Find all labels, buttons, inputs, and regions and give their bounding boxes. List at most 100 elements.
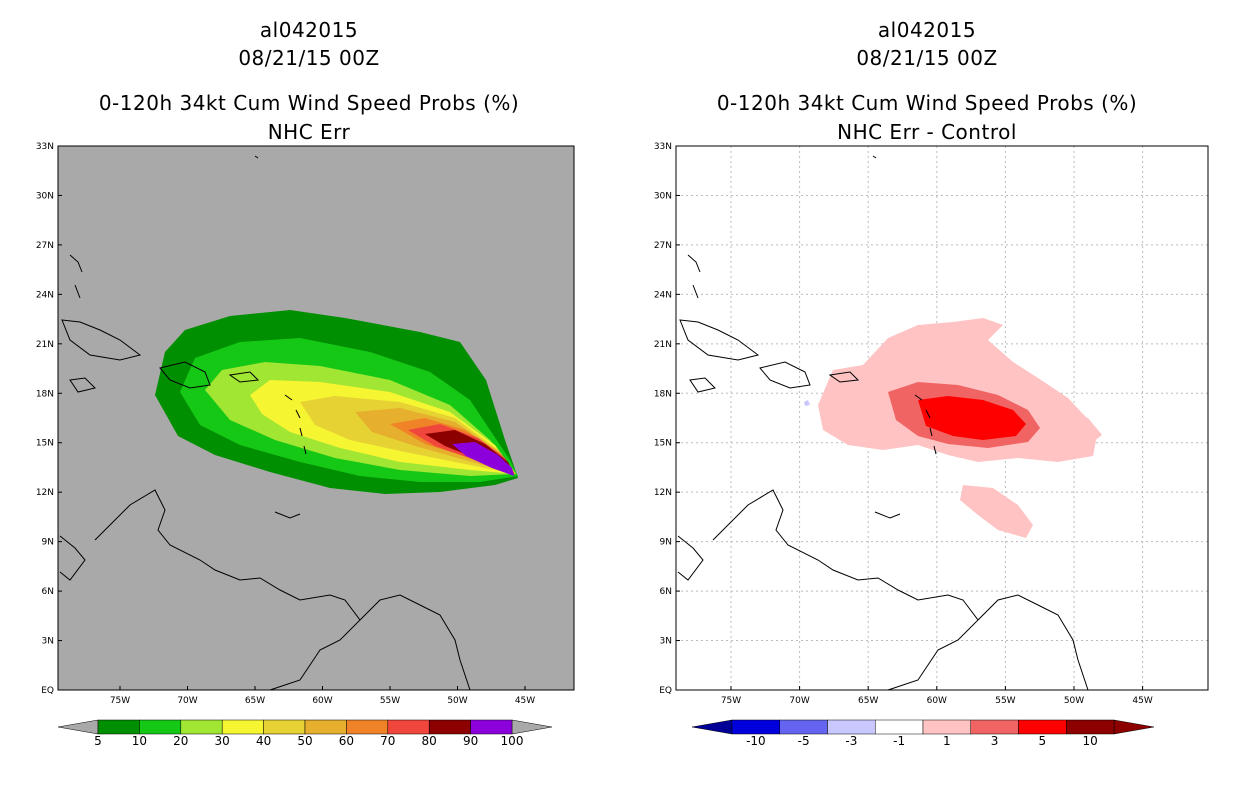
lat-label: 3N <box>42 637 54 647</box>
lat-label: 15N <box>36 439 54 449</box>
colorbar-swatch <box>263 719 306 735</box>
right-map-frame <box>675 145 1209 691</box>
right-title-storm: al042015 <box>877 18 977 42</box>
lon-label: 50W <box>447 696 467 706</box>
lat-label: 30N <box>654 191 672 201</box>
colorbar-left-arrow <box>57 719 99 735</box>
lon-label: 50W <box>1064 696 1084 706</box>
lon-label: 55W <box>380 696 400 706</box>
right-coastlines <box>677 155 1089 691</box>
colorbar-right-arrow <box>511 719 553 735</box>
diff-neg-spot <box>804 400 810 406</box>
lon-label: 60W <box>927 696 947 706</box>
diff-5-area <box>918 396 1026 440</box>
colorbar-label: 3 <box>991 734 999 748</box>
left-lon-labels: 75W 70W 65W 60W 55W 50W 45W <box>110 686 535 706</box>
left-map-frame <box>57 145 575 691</box>
colorbar-label: 1 <box>943 734 951 748</box>
lat-label: 3N <box>660 637 672 647</box>
colorbar-swatch <box>387 719 430 735</box>
lat-label: 6N <box>660 587 672 597</box>
lon-label: 75W <box>110 696 130 706</box>
lat-label: 15N <box>654 439 672 449</box>
lat-label: 27N <box>654 241 672 251</box>
colorbar-label: 20 <box>173 734 188 748</box>
colorbar-label: 10 <box>132 734 147 748</box>
colorbar-label: 70 <box>380 734 395 748</box>
colorbar-label: 5 <box>1039 734 1047 748</box>
lon-label: 45W <box>1132 696 1152 706</box>
lat-label: 27N <box>36 241 54 251</box>
diff-1-area-east <box>1058 412 1102 446</box>
lat-label: 24N <box>36 290 54 300</box>
lon-label: 65W <box>245 696 265 706</box>
lon-label: 60W <box>312 696 332 706</box>
lat-label: 30N <box>36 191 54 201</box>
colorbar-right-arrow <box>1113 719 1155 735</box>
colorbar-label: -10 <box>746 734 766 748</box>
lon-label: 75W <box>721 696 741 706</box>
colorbar-swatch <box>827 719 876 735</box>
lat-label: 33N <box>36 142 54 152</box>
colorbar-label: -5 <box>798 734 810 748</box>
colorbar-swatch <box>180 719 223 735</box>
colorbar-label: 40 <box>256 734 271 748</box>
colorbar-swatch <box>875 719 924 735</box>
colorbar-swatch <box>221 719 264 735</box>
colorbar-swatch <box>779 719 828 735</box>
right-title-product: 0-120h 34kt Cum Wind Speed Probs (%) <box>716 91 1138 115</box>
left-coastlines <box>59 155 471 691</box>
lon-label: 70W <box>177 696 197 706</box>
prob-90-contour <box>452 442 514 476</box>
lat-label: 12N <box>654 488 672 498</box>
lat-label: 9N <box>660 538 672 548</box>
left-colorbar: 5 10 20 30 40 50 60 70 80 90 100 <box>57 719 553 748</box>
lon-label: 55W <box>995 696 1015 706</box>
left-title-sub: NHC Err <box>267 120 351 144</box>
diff-1-area-south <box>960 485 1033 538</box>
left-title-storm: al042015 <box>259 18 359 42</box>
colorbar-swatch <box>922 719 971 735</box>
left-title-date: 08/21/15 00Z <box>238 46 380 70</box>
right-colorbar: -10 -5 -3 -1 1 3 5 10 <box>691 719 1155 748</box>
right-lat-labels: 33N 30N 27N 24N 21N 18N 15N 12N 9N 6N 3N EQ <box>654 142 680 696</box>
colorbar-label: -3 <box>845 734 857 748</box>
lon-label: 45W <box>515 696 535 706</box>
colorbar-label: 90 <box>463 734 478 748</box>
left-panel: al042015 08/21/15 00Z 0-120h 34kt Cum Wi… <box>36 18 575 748</box>
colorbar-swatch <box>428 719 471 735</box>
lat-label: 18N <box>36 389 54 399</box>
lat-label: 12N <box>36 488 54 498</box>
colorbar-label: -1 <box>893 734 905 748</box>
lat-label: 21N <box>36 340 54 350</box>
right-lon-labels: 75W 70W 65W 60W 55W 50W 45W <box>721 686 1153 706</box>
colorbar-swatch <box>304 719 347 735</box>
lat-label: 9N <box>42 538 54 548</box>
colorbar-label: 30 <box>215 734 230 748</box>
colorbar-swatch <box>470 719 513 735</box>
colorbar-label: 5 <box>94 734 102 748</box>
left-title-product: 0-120h 34kt Cum Wind Speed Probs (%) <box>98 91 520 115</box>
lat-label: EQ <box>41 686 54 696</box>
lat-label: 24N <box>654 290 672 300</box>
colorbar-swatch <box>139 719 182 735</box>
colorbar-swatch <box>1066 719 1115 735</box>
left-map-svg: 33N 30N 27N 24N 21N 18N 15N 12N 9N 6N 3N EQ 75W 70W 6… <box>36 142 575 748</box>
lat-label: 6N <box>42 587 54 597</box>
right-map-svg: 33N 30N 27N 24N 21N 18N 15N 12N 9N 6N 3N EQ 75W 70W 6… <box>654 142 1209 748</box>
colorbar-left-arrow <box>691 719 733 735</box>
left-lat-labels: 33N 30N 27N 24N 21N 18N 15N 12N 9N 6N 3N EQ <box>36 142 62 696</box>
lon-label: 70W <box>789 696 809 706</box>
colorbar-label: 10 <box>1082 734 1097 748</box>
right-title-sub: NHC Err - Control <box>837 120 1017 144</box>
colorbar-label: 50 <box>297 734 312 748</box>
colorbar-swatch <box>97 719 140 735</box>
colorbar-label: 60 <box>339 734 354 748</box>
colorbar-label: 100 <box>501 734 524 748</box>
right-title-date: 08/21/15 00Z <box>856 46 998 70</box>
lon-label: 65W <box>858 696 878 706</box>
lat-label: 33N <box>654 142 672 152</box>
lat-label: EQ <box>659 686 672 696</box>
lat-label: 18N <box>654 389 672 399</box>
colorbar-swatch <box>970 719 1019 735</box>
